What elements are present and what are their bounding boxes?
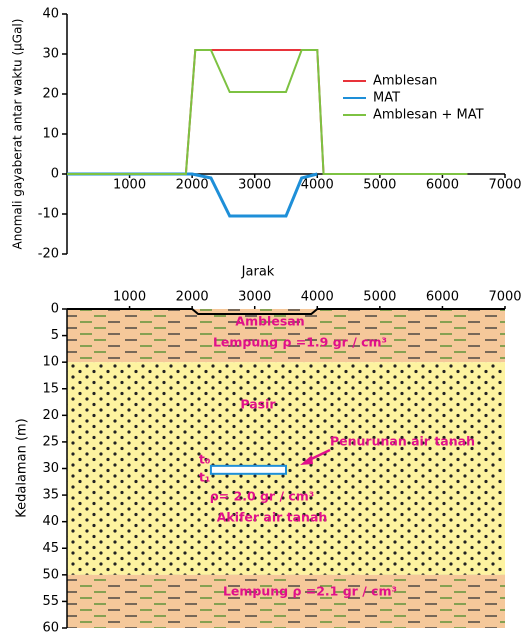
layer-label: Amblesan (235, 314, 304, 329)
layer-label: Pasir (240, 397, 276, 412)
arrow-head (300, 455, 313, 465)
y-tick-label: 60 (42, 621, 59, 636)
ground-surface (67, 308, 505, 315)
y-tick-label: 10 (42, 127, 59, 142)
series-line (67, 49, 468, 175)
y-tick-label: 35 (42, 488, 59, 503)
x-tick-label: 6000 (426, 290, 459, 305)
y-tick-label: -20 (38, 247, 59, 262)
time-label: t₀ (199, 451, 210, 466)
x-tick-label: 1000 (113, 290, 146, 305)
x-tick-label: 3000 (238, 178, 271, 193)
legend-label: Amblesan + MAT (373, 108, 484, 123)
y-tick-label: 15 (42, 381, 59, 396)
water-table (209, 464, 288, 475)
y-tick-label: 45 (42, 541, 59, 556)
layer-pattern (67, 574, 505, 628)
x-axis-label: Jarak (241, 265, 275, 280)
y-tick-label: -10 (38, 207, 59, 222)
y-tick-label: 20 (42, 408, 59, 423)
y-axis-label: Kedalaman (m) (15, 418, 30, 517)
x-tick-label: 1000 (113, 178, 146, 193)
y-tick-label: 40 (42, 514, 59, 529)
y-tick-label: 30 (42, 47, 59, 62)
y-tick-label: 30 (42, 461, 59, 476)
x-tick-label: 7000 (488, 290, 521, 305)
legend-label: MAT (373, 91, 400, 106)
x-tick-label: 5000 (363, 290, 396, 305)
y-tick-label: 0 (51, 302, 59, 317)
x-tick-label: 2000 (176, 178, 209, 193)
annotation: Penurunan air tanah (330, 434, 475, 449)
layer-pattern (67, 309, 505, 363)
y-tick-label: 25 (42, 434, 59, 449)
x-tick-label: 7000 (488, 178, 521, 193)
y-tick-label: 5 (51, 328, 59, 343)
x-tick-label: 4000 (301, 178, 334, 193)
x-tick-label: 4000 (301, 290, 334, 305)
y-tick-label: 50 (42, 567, 59, 582)
x-tick-label: 5000 (363, 178, 396, 193)
layer-label: Lempung ρ =2.1 gr / cm³ (223, 584, 397, 599)
y-tick-label: 55 (42, 594, 59, 609)
legend-label: Amblesan (373, 74, 437, 89)
y-tick-label: 40 (42, 7, 59, 22)
layer-label: Akifer air tanah (217, 510, 328, 525)
x-tick-label: 6000 (426, 178, 459, 193)
time-label: t₁ (199, 469, 210, 484)
y-tick-label: 10 (42, 355, 59, 370)
x-tick-label: 2000 (176, 290, 209, 305)
layer-label: ρ= 2.0 gr / cm³ (210, 489, 315, 504)
y-axis-label: Anomali gayaberat antar waktu (µGal) (11, 19, 25, 250)
y-tick-label: 0 (51, 167, 59, 182)
layer-label: Lempung ρ =1.9 gr / cm³ (213, 335, 387, 350)
y-tick-label: 20 (42, 87, 59, 102)
x-tick-label: 3000 (238, 290, 271, 305)
series-line (67, 172, 318, 218)
